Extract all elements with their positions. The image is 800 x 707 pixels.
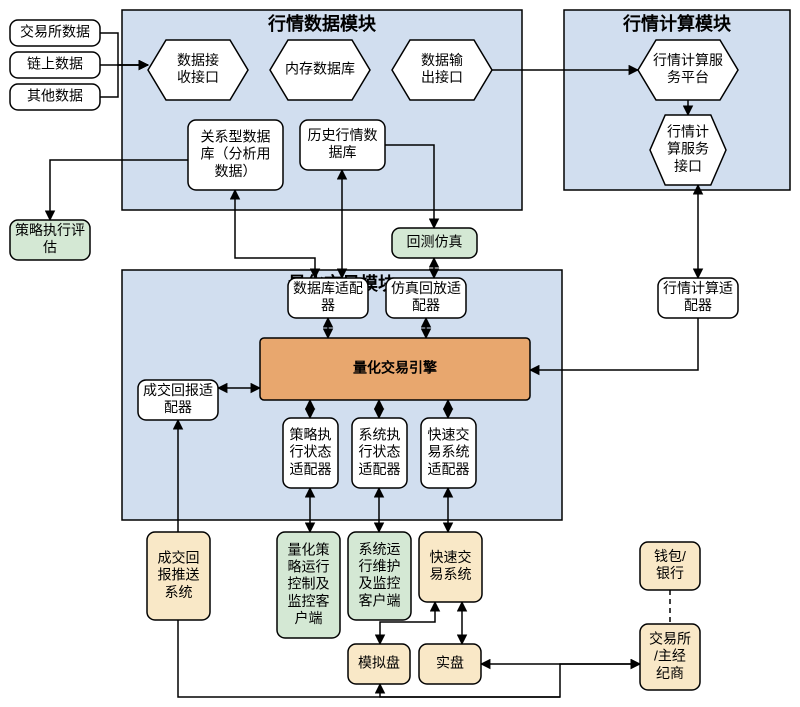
node-n_chain: 链上数据 [10,52,100,78]
node-n_b1: 量化策略运行控制及监控客户端 [277,532,340,638]
node-label: 量化策 [288,542,330,558]
node-label: 行情计 [667,124,709,140]
node-n_wallet: 钱包/银行 [640,542,700,590]
node-label: 适配器 [359,461,401,477]
node-label: 交易所 [649,631,691,647]
container-title: 行情数据模块 [267,13,377,34]
node-label: 务平台 [667,69,709,85]
node-n_histdb: 历史行情数据库 [300,120,385,170]
node-label: 快速交 [430,549,472,565]
node-label: 回测仿真 [407,234,463,250]
node-label: 出接口 [421,69,463,85]
node-label: 模拟盘 [358,655,400,671]
node-n_simadapt: 仿真回放适配器 [386,278,466,318]
node-n_memdb: 内存数据库 [270,40,370,100]
node-label: 库（分析用 [201,146,271,162]
node-n_rdb: 关系型数据库（分析用数据） [188,120,283,190]
node-label: 实盘 [436,655,464,671]
node-n_calcif: 行情计算服务接口 [650,115,726,185]
node-label: 数据接 [177,52,219,68]
node-label: 关系型数据 [201,129,271,145]
node-label: 行情计算服 [653,52,723,68]
node-label: 户端 [295,610,323,626]
node-n_a3: 快速交易系统适配器 [421,418,476,488]
node-label: 易系统 [430,566,472,582]
node-label: 行情计算适 [663,280,733,296]
node-label: 控制及 [288,576,330,592]
node-label: 配器 [412,297,440,313]
node-label: 配器 [164,399,192,415]
node-label: 接口 [674,158,702,174]
node-label: /主经 [654,648,686,664]
node-label: 历史行情数 [308,127,378,143]
architecture-diagram: 行情数据模块行情计算模块量化交易模块 交易所数据链上数据其他数据数据接收接口内存… [0,0,800,707]
node-label: 数据） [215,163,257,179]
container-title: 行情计算模块 [622,13,732,34]
node-n_out: 数据输出接口 [392,40,492,100]
node-label: 收接口 [177,69,219,85]
node-label: 客户端 [359,592,401,608]
node-n_dealadapt: 成交回报适配器 [138,380,218,420]
node-label: 其他数据 [27,88,83,104]
node-label: 行维护 [359,558,401,574]
node-label: 数据库适配 [293,280,363,296]
node-label: 监控客 [288,593,330,609]
node-n_strategy_eval: 策略执行评估 [10,220,90,260]
node-label: 适配器 [290,461,332,477]
node-label: 交易所数据 [20,24,90,40]
node-n_real: 实盘 [419,644,481,684]
node-n_calcsvc: 行情计算服务平台 [638,40,738,100]
node-label: 报推送 [158,567,200,583]
node-label: 链上数据 [27,56,83,72]
node-label: 器 [321,297,335,313]
node-label: 系统 [165,584,193,600]
node-label: 系统运 [359,541,401,557]
node-label: 纪商 [656,665,684,681]
node-n_broker: 交易所/主经纪商 [640,624,700,690]
node-n_sim: 模拟盘 [348,644,410,684]
node-label: 策略执 [290,427,332,443]
node-label: 量化交易引擎 [353,360,437,376]
node-n_a2: 系统执行状态适配器 [352,418,407,488]
node-label: 略运行 [288,559,330,575]
node-n_engine: 量化交易引擎 [260,338,530,400]
node-label: 行状态 [290,444,332,460]
node-n_exchange: 交易所数据 [10,20,100,46]
node-label: 内存数据库 [285,61,355,77]
node-label: 成交回报适 [143,382,213,398]
node-n_backtest: 回测仿真 [392,228,477,258]
node-label: 策略执行评 [15,222,85,238]
node-n_dbadapt: 数据库适配器 [288,278,368,318]
node-label: 钱包/ [654,548,686,564]
node-n_a1: 策略执行状态适配器 [283,418,338,488]
node-n_calcadapt: 行情计算适配器 [658,278,738,318]
node-label: 据库 [329,144,357,160]
node-label: 银行 [656,565,684,581]
node-n_dealpush: 成交回报推送系统 [147,532,210,620]
node-label: 系统执 [359,427,401,443]
node-label: 行状态 [359,444,401,460]
node-n_fast: 快速交易系统 [419,532,482,602]
node-n_recv: 数据接收接口 [148,40,248,100]
node-label: 配器 [684,297,712,313]
node-n_other: 其他数据 [10,84,100,110]
node-label: 快速交 [428,427,470,443]
node-label: 估 [43,239,57,255]
node-label: 易系统 [428,444,470,460]
node-label: 算服务 [667,141,709,157]
node-label: 适配器 [428,461,470,477]
node-label: 仿真回放适 [391,280,461,296]
node-label: 及监控 [359,575,401,591]
node-n_b2: 系统运行维护及监控客户端 [348,532,411,620]
node-label: 成交回 [158,550,200,566]
node-label: 数据输 [421,52,463,68]
